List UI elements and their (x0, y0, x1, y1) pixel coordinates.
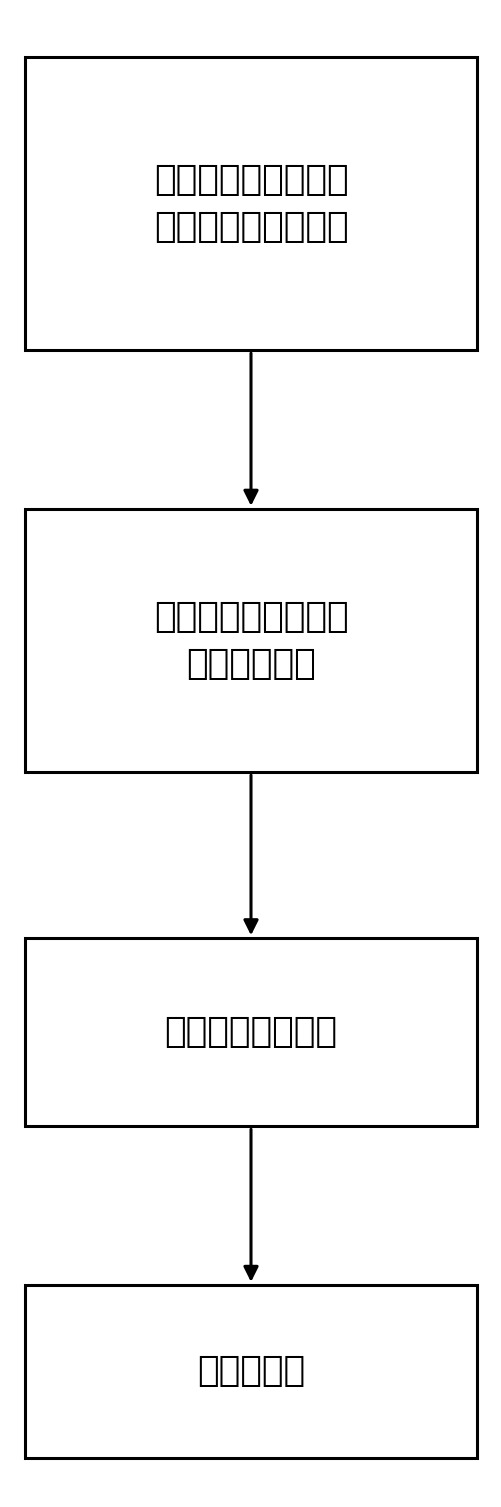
Bar (25, 509, 476, 773)
Bar (25, 56, 476, 351)
Bar (25, 937, 476, 1127)
Text: 计算负载工具重力: 计算负载工具重力 (164, 1016, 337, 1049)
Text: 计算六维传感器上力
和力矩的零点: 计算六维传感器上力 和力矩的零点 (153, 600, 348, 681)
Text: 构建传感器上的力、
力矩和位移的关系式: 构建传感器上的力、 力矩和位移的关系式 (153, 163, 348, 244)
Text: 计算安装角: 计算安装角 (196, 1355, 305, 1388)
Bar (25, 1284, 476, 1459)
